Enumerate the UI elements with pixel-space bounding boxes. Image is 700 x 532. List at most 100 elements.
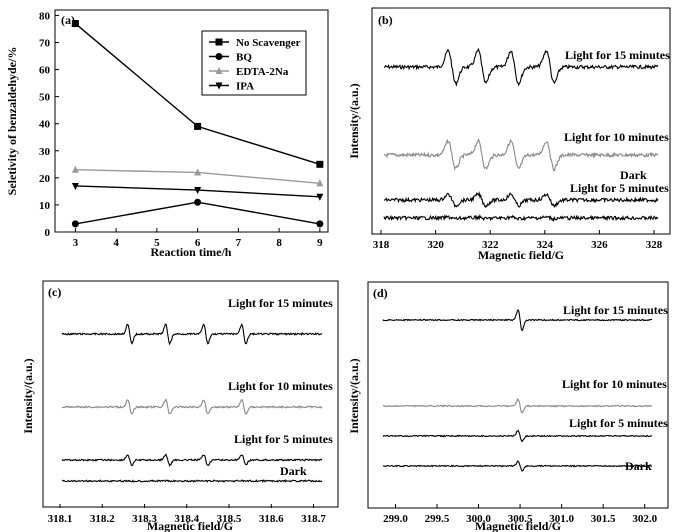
- x-tick-label: 322: [482, 239, 499, 251]
- x-tick-label: 9: [317, 237, 323, 249]
- panel-b-label-5: Light for 5 minutes: [570, 181, 669, 195]
- data-point: [71, 182, 79, 190]
- legend-marker: [215, 38, 223, 46]
- legend-entry-3: IPA: [236, 81, 254, 93]
- y-tick-label: 10: [39, 200, 51, 212]
- data-point: [316, 193, 324, 201]
- x-tick-label: 318.2: [90, 513, 115, 525]
- panel-a: (a) 3 4 5 6 7 8 9 0 10 20 30 40 50 60 70 80 Reaction ti…: [5, 9, 329, 259]
- data-point: [71, 165, 79, 173]
- legend-entry-2: EDTA-2Na: [236, 66, 289, 78]
- x-tick-label: 5: [154, 237, 160, 249]
- x-tick-label: 301.5: [591, 513, 616, 525]
- legend-marker: [215, 67, 223, 74]
- spectrum-line-2: [382, 429, 653, 443]
- panel-c-label-5: Light for 5 minutes: [234, 432, 333, 446]
- x-tick-label: 326: [591, 239, 608, 251]
- x-tick-label: 324: [537, 239, 554, 251]
- legend-marker: [215, 82, 223, 90]
- panel-d-tag: (d): [373, 286, 388, 300]
- x-tick-label: 6: [195, 237, 201, 249]
- x-tick-label: 328: [646, 239, 663, 251]
- spectrum-line-2: [61, 453, 323, 468]
- spectrum-line-1: [61, 398, 323, 415]
- spectrum-line-3: [382, 460, 653, 472]
- panel-c-frame: [42, 280, 339, 508]
- data-point: [194, 122, 202, 130]
- spectrum-line-0: [382, 309, 653, 332]
- spectrum-line-2: [383, 190, 659, 209]
- y-tick-label: 30: [39, 146, 51, 158]
- x-tick-label: 299.5: [425, 513, 450, 525]
- panel-d-xlabel: Magnetic field/G: [475, 519, 561, 532]
- data-point: [194, 187, 202, 195]
- panel-d-label-10: Light for 10 minutes: [562, 377, 667, 391]
- y-tick-label: 50: [39, 92, 51, 104]
- panel-d: (d) 299.0 299.5 300.0 300.5 301.0 301.5 302.0 …: [347, 281, 669, 532]
- panel-d-label-5: Light for 5 minutes: [569, 416, 668, 430]
- panel-c-label-dark: Dark: [280, 464, 307, 478]
- x-tick-label: 302.0: [632, 513, 657, 525]
- x-tick-label: 299.0: [383, 513, 408, 525]
- data-point: [194, 198, 202, 206]
- panel-d-ylabel: Intensity/(a.u.): [347, 358, 361, 433]
- x-tick-label: 318.6: [259, 513, 284, 525]
- x-tick-label: 4: [113, 237, 119, 249]
- panel-a-tag: (a): [61, 13, 75, 27]
- x-tick-label: 318: [373, 239, 390, 251]
- x-tick-label: 318.1: [48, 513, 73, 525]
- panel-b-label-15: Light for 15 minutes: [565, 48, 670, 62]
- data-point: [316, 160, 324, 168]
- panel-b: (b) 318 320 322 324 326 328 Magnetic field/G …: [347, 7, 671, 262]
- data-point: [316, 220, 324, 228]
- panel-d-label-15: Light for 15 minutes: [563, 303, 668, 317]
- spectrum-line-1: [383, 138, 659, 171]
- panel-c-label-15: Light for 15 minutes: [228, 296, 333, 310]
- spectrum-line-1: [382, 398, 653, 414]
- y-tick-label: 40: [39, 119, 51, 131]
- x-tick-label: 318.5: [217, 513, 242, 525]
- panel-a-frame: [54, 9, 329, 233]
- x-tick-label: 300.5: [508, 513, 533, 525]
- panel-b-label-dark: Dark: [620, 168, 647, 182]
- panel-c-tag: (c): [48, 285, 61, 299]
- y-tick-label: 20: [39, 173, 51, 185]
- x-tick-label: 3: [73, 237, 79, 249]
- x-tick-label: 320: [427, 239, 444, 251]
- panel-a-legend: No Scavenger BQ EDTA-2Na IPA: [201, 30, 307, 96]
- panel-a-xlabel: Reaction time/h: [151, 245, 232, 259]
- panel-c-label-10: Light for 10 minutes: [228, 379, 333, 393]
- panel-b-ylabel: Intensity/(a.u.): [347, 83, 361, 158]
- panel-a-ylabel: Seletivity of benzaldehyde/%: [5, 47, 19, 196]
- x-tick-label: 318.4: [174, 513, 199, 525]
- x-tick-label: 301.0: [549, 513, 574, 525]
- x-tick-label: 8: [276, 237, 282, 249]
- panel-d-label-dark: Dark: [625, 459, 652, 473]
- x-tick-label: 300.0: [466, 513, 491, 525]
- data-point: [194, 168, 202, 176]
- panel-b-xlabel: Magnetic field/G: [478, 248, 564, 262]
- y-tick-label: 0: [45, 227, 51, 239]
- spectrum-line-0: [61, 323, 323, 346]
- x-tick-label: 318.3: [132, 513, 157, 525]
- panel-c-xlabel: Magnetic field/G: [147, 519, 233, 532]
- panel-d-frame: [367, 281, 669, 509]
- x-tick-label: 7: [236, 237, 242, 249]
- panel-b-frame: [371, 7, 671, 235]
- panel-c-ylabel: Intensity/(a.u.): [21, 358, 35, 433]
- spectrum-line-3: [61, 479, 323, 484]
- legend-entry-0: No Scavenger: [236, 37, 301, 49]
- panel-b-tag: (b): [378, 13, 393, 27]
- y-tick-label: 80: [39, 10, 51, 22]
- spectrum-line-0: [383, 47, 659, 87]
- legend-marker: [215, 53, 223, 60]
- panel-c: (c) 318.1 318.2 318.3 318.4 318.5 318.6 318.7 …: [21, 280, 339, 532]
- y-tick-label: 60: [39, 65, 51, 77]
- panel-b-label-10: Light for 10 minutes: [564, 130, 669, 144]
- data-point: [71, 20, 79, 28]
- data-point: [316, 179, 324, 187]
- spectrum-line-3: [383, 213, 659, 223]
- legend-entry-1: BQ: [236, 52, 252, 64]
- data-point: [71, 220, 79, 228]
